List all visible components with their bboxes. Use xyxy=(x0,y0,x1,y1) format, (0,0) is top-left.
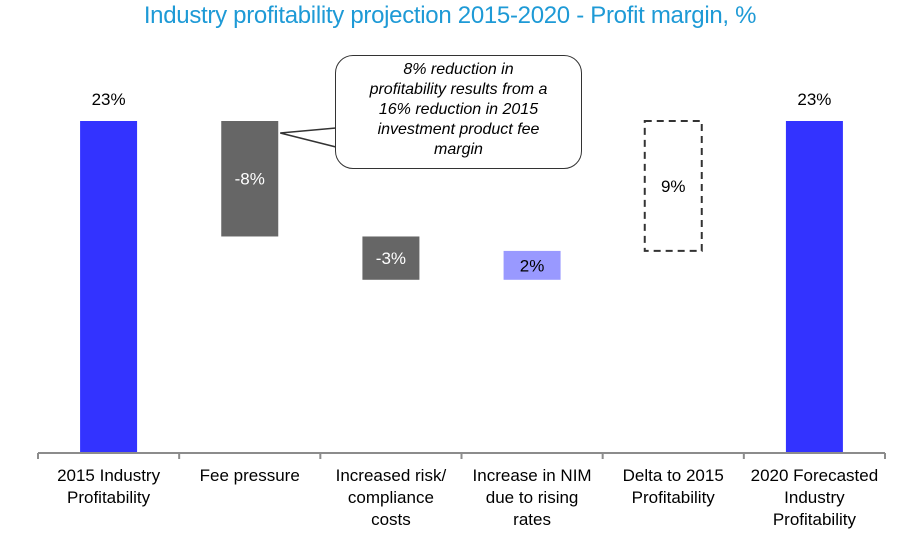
bar-3 xyxy=(503,250,561,280)
data-label-0: 23% xyxy=(92,90,126,109)
bar-1 xyxy=(221,121,279,237)
category-label-line: 2020 Forecasted xyxy=(750,466,879,485)
category-label-5: 2020 Forecasted Industry Profitability xyxy=(744,465,885,531)
data-label-5: 23% xyxy=(797,90,831,109)
annotation-line: investment product fee xyxy=(377,121,540,138)
data-label-4: 9% xyxy=(661,177,686,196)
category-label-4: Delta to 2015 Profitability xyxy=(603,465,744,509)
bar-0 xyxy=(80,121,138,453)
category-label-line: compliance xyxy=(347,488,434,507)
category-label-line: 2015 Industry xyxy=(57,466,161,485)
category-label-line: Profitability xyxy=(772,510,856,529)
annotation-pointer xyxy=(280,127,337,148)
data-label-1: -8% xyxy=(235,170,265,189)
data-label-3: 2% xyxy=(520,256,545,275)
annotation-line: margin xyxy=(434,141,483,158)
category-label-line: rates xyxy=(513,510,551,529)
annotation-callout-box xyxy=(335,55,582,169)
category-label-line: Profitability xyxy=(631,488,715,507)
annotation-callout-text: 8% reduction in profitability results fr… xyxy=(335,60,582,160)
category-label-3: Increase in NIM due to rising rates xyxy=(462,465,603,531)
bar-4-dashed xyxy=(643,120,703,252)
category-label-line: Profitability xyxy=(67,488,151,507)
category-label-line: Increased risk/ xyxy=(335,466,447,485)
category-label-2: Increased risk/compliance costs xyxy=(320,465,461,531)
category-label-line: Industry xyxy=(784,488,845,507)
annotation-line: profitability results from a xyxy=(369,81,548,98)
category-label-line: costs xyxy=(371,510,411,529)
category-label-0: 2015 Industry Profitability xyxy=(38,465,179,509)
bar-2 xyxy=(362,236,420,280)
chart-title: Industry profitability projection 2015-2… xyxy=(143,2,757,29)
annotation-line: 8% reduction in xyxy=(403,61,514,78)
category-label-1: Fee pressure xyxy=(179,465,320,487)
category-label-line: due to rising xyxy=(485,488,579,507)
annotation-line: 16% reduction in 2015 xyxy=(378,101,539,118)
category-label-line: Delta to 2015 xyxy=(622,466,724,485)
data-label-2: -3% xyxy=(376,249,406,268)
bar-5 xyxy=(785,121,843,453)
category-label-line: Increase in NIM xyxy=(472,466,592,485)
category-label-line: Fee pressure xyxy=(199,466,300,485)
